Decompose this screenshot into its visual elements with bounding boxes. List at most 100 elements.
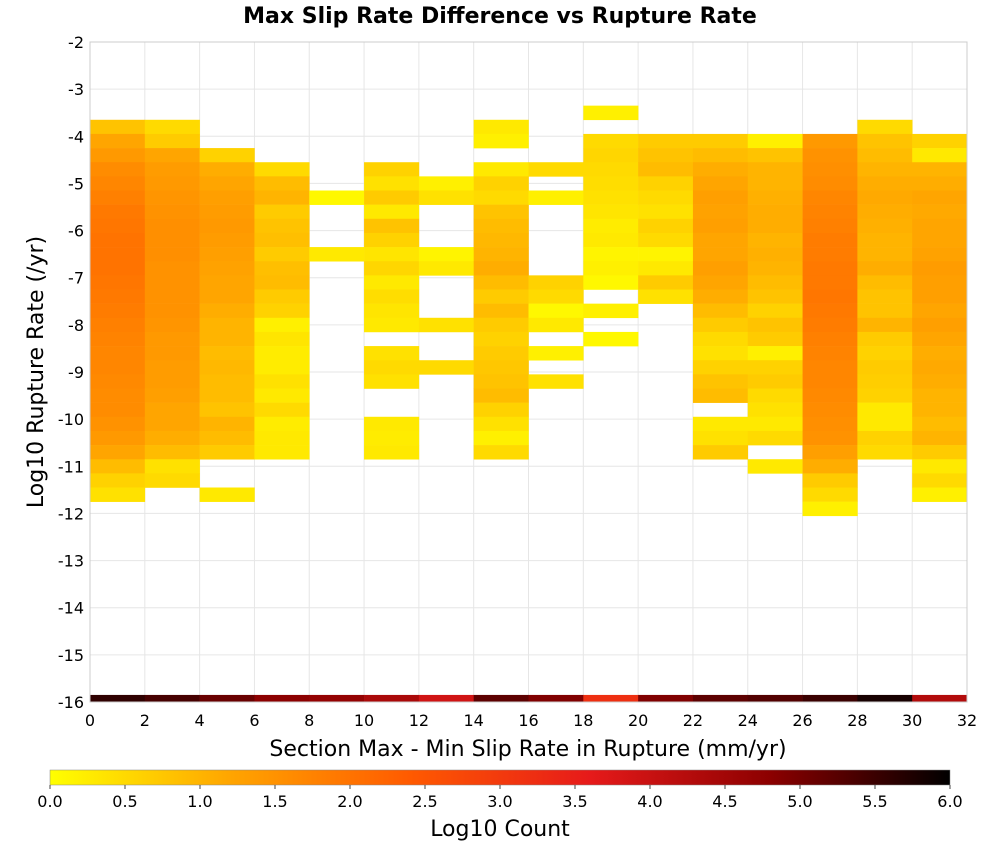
heatmap-cell xyxy=(857,374,913,389)
heatmap-cell xyxy=(802,133,858,149)
heatmap-cell xyxy=(254,303,310,319)
heatmap-cell xyxy=(254,374,310,389)
heatmap-cell xyxy=(309,190,365,205)
heatmap-cell xyxy=(144,360,200,375)
heatmap-cell xyxy=(199,487,255,502)
heatmap-cell xyxy=(90,162,146,177)
heatmap-cell xyxy=(528,374,584,389)
y-tick-label: -11 xyxy=(58,457,84,476)
heatmap-cell xyxy=(802,162,858,177)
heatmap-cell xyxy=(912,487,968,502)
heatmap-cell xyxy=(473,119,529,135)
heatmap-cell xyxy=(90,317,146,333)
x-tick-label: 8 xyxy=(304,711,314,730)
heatmap-cell xyxy=(199,289,255,304)
y-tick-label: -13 xyxy=(58,552,84,571)
x-tick-label: 10 xyxy=(354,711,374,730)
heatmap-cell xyxy=(747,430,803,446)
colorbar-tick-label: 6.0 xyxy=(937,792,962,811)
colorbar-tick-label: 2.5 xyxy=(412,792,437,811)
heatmap-cell xyxy=(90,459,146,474)
heatmap-cell xyxy=(802,346,858,361)
heatmap-cell xyxy=(364,190,420,205)
heatmap-cell xyxy=(144,459,200,474)
heatmap-cell xyxy=(199,303,255,319)
heatmap-cell xyxy=(199,416,255,432)
heatmap-cell xyxy=(583,218,639,234)
colorbar-ticks: 0.0 0.5 1.0 1.5 2.0 2.5 3.0 3.5 4.0 4.5 5.0 5.5 6.0 xyxy=(37,785,963,811)
heatmap-cell xyxy=(144,190,200,205)
heatmap-cell xyxy=(473,331,529,347)
heatmap-cell xyxy=(199,261,255,276)
heatmap-cell xyxy=(912,694,968,702)
heatmap-cell xyxy=(912,218,968,234)
y-axis-ticks: -2 -3 -4 -5 -6 -7 -8 -9 -10 -11 -12 -13 -14 -15 -16 xyxy=(58,33,84,712)
heatmap-cell xyxy=(747,190,803,205)
heatmap-cell xyxy=(144,289,200,304)
heatmap-cell xyxy=(144,416,200,432)
heatmap-cell xyxy=(912,232,968,248)
x-tick-label: 0 xyxy=(85,711,95,730)
heatmap-cell xyxy=(254,388,310,403)
x-tick-label: 2 xyxy=(140,711,150,730)
heatmap-cell xyxy=(418,694,474,702)
heatmap-cell xyxy=(90,331,146,347)
heatmap-cell xyxy=(199,346,255,361)
heatmap-cell xyxy=(254,232,310,248)
heatmap-cell xyxy=(144,176,200,191)
heatmap-cell xyxy=(364,204,420,220)
heatmap-cell xyxy=(473,218,529,234)
heatmap-cell xyxy=(912,275,968,290)
heatmap-cell xyxy=(802,473,858,488)
heatmap-cell xyxy=(364,694,420,702)
x-tick-label: 30 xyxy=(902,711,922,730)
heatmap-cell xyxy=(199,162,255,177)
heatmap-cell xyxy=(199,694,255,702)
heatmap-cell xyxy=(638,289,694,304)
heatmap-cell xyxy=(90,388,146,403)
heatmap-cell xyxy=(364,176,420,191)
heatmap-cell xyxy=(254,190,310,205)
heatmap-cell xyxy=(199,190,255,205)
heatmap-cell xyxy=(309,247,365,262)
heatmap-cell xyxy=(144,430,200,446)
heatmap-cell xyxy=(912,331,968,347)
heatmap-cell xyxy=(90,402,146,418)
heatmap-cell xyxy=(912,402,968,418)
heatmap-cell xyxy=(802,176,858,191)
heatmap-cell xyxy=(254,176,310,191)
heatmap-cell xyxy=(802,275,858,290)
heatmap-cell xyxy=(638,204,694,220)
heatmap-cell xyxy=(90,416,146,432)
y-tick-label: -8 xyxy=(68,316,84,335)
heatmap-cell xyxy=(90,190,146,205)
heatmap-cell xyxy=(254,694,310,702)
heatmap-cell xyxy=(144,445,200,460)
x-tick-label: 24 xyxy=(738,711,758,730)
y-tick-label: -7 xyxy=(68,269,84,288)
heatmap-cell xyxy=(638,247,694,262)
heatmap-cell xyxy=(90,218,146,234)
heatmap-cell xyxy=(528,694,584,702)
heatmap-cell xyxy=(199,204,255,220)
heatmap-cell xyxy=(857,430,913,446)
heatmap-cell xyxy=(857,190,913,205)
heatmap-cell xyxy=(692,162,749,177)
heatmap-cell xyxy=(144,388,200,403)
heatmap-cell xyxy=(638,176,694,191)
heatmap-cell xyxy=(857,388,913,403)
heatmap-cell xyxy=(857,317,913,333)
heatmap-cell xyxy=(418,176,474,191)
heatmap-cell xyxy=(747,133,803,149)
heatmap-cell xyxy=(747,275,803,290)
heatmap-cell xyxy=(857,148,913,163)
heatmap-cell xyxy=(747,331,803,347)
heatmap-cell xyxy=(254,275,310,290)
heatmap-cell xyxy=(857,360,913,375)
x-tick-label: 18 xyxy=(573,711,593,730)
heatmap-cell xyxy=(747,317,803,333)
heatmap-cell xyxy=(747,360,803,375)
heatmap-cell xyxy=(199,148,255,163)
heatmap-cell xyxy=(473,346,529,361)
heatmap-cell xyxy=(912,303,968,319)
